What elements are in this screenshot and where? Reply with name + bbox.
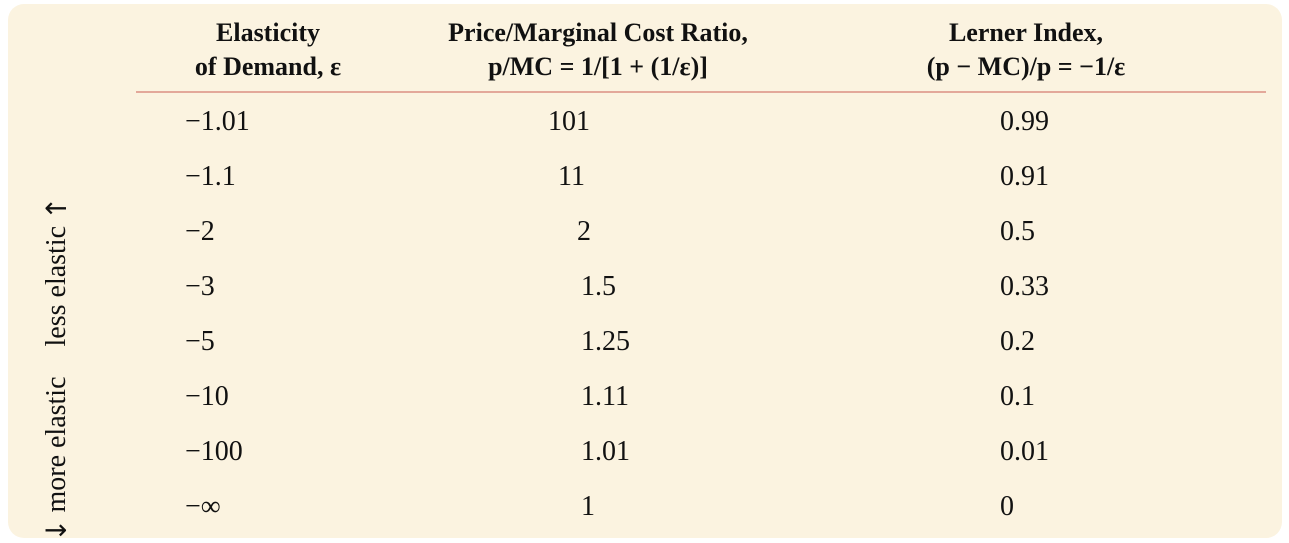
header-divider: [136, 91, 1266, 93]
table-row: −5 1.25 0.2: [0, 314, 1289, 369]
price-mc-ratio-value: 11: [558, 161, 585, 192]
header-lerner-index: Lerner Index, (p − MC)/p = −1/ε: [856, 16, 1196, 84]
table-row: −1.1 11 0.91: [0, 149, 1289, 204]
price-mc-ratio-value: 1: [581, 491, 595, 522]
header-elasticity: Elasticity of Demand, ε: [148, 16, 388, 84]
lerner-index-value: 0.99: [1000, 106, 1049, 137]
price-mc-ratio-value: 2: [577, 216, 591, 247]
header-price-mc-ratio: Price/Marginal Cost Ratio, p/MC = 1/[1 +…: [418, 16, 778, 84]
header-ratio-line-1: Price/Marginal Cost Ratio,: [448, 18, 748, 47]
elasticity-value: −5: [185, 326, 215, 357]
table-row: −10 1.11 0.1: [0, 369, 1289, 424]
table-row: −3 1.5 0.33: [0, 259, 1289, 314]
elasticity-value: −1.1: [185, 161, 236, 192]
table-row: −∞ 1 0: [0, 479, 1289, 534]
elasticity-value: −2: [185, 216, 215, 247]
lerner-index-value: 0.01: [1000, 436, 1049, 467]
price-mc-ratio-value: 1.25: [581, 326, 630, 357]
elasticity-value: −∞: [185, 491, 221, 522]
elasticity-value: −10: [185, 381, 229, 412]
elasticity-value: −100: [185, 436, 243, 467]
price-mc-ratio-value: 1.5: [581, 271, 616, 302]
header-lerner-line-1: Lerner Index,: [948, 18, 1104, 47]
price-mc-ratio-value: 101: [548, 106, 590, 137]
table-row: −2 2 0.5: [0, 204, 1289, 259]
table-row: −1.01 101 0.99: [0, 94, 1289, 149]
header-elasticity-line-1: Elasticity: [216, 18, 320, 47]
header-elasticity-line-2: of Demand, ε: [194, 52, 342, 81]
lerner-index-value: 0: [1000, 491, 1014, 522]
header-lerner-line-2: (p − MC)/p = −1/ε: [926, 52, 1126, 81]
lerner-index-value: 0.1: [1000, 381, 1035, 412]
lerner-index-value: 0.5: [1000, 216, 1035, 247]
table-row: −100 1.01 0.01: [0, 424, 1289, 479]
table-body: −1.01 101 0.99 −1.1 11 0.91 −2 2 0.5 −3 1.5 0.33 −5 1…: [0, 94, 1289, 534]
lerner-index-value: 0.33: [1000, 271, 1049, 302]
elasticity-value: −3: [185, 271, 215, 302]
price-mc-ratio-value: 1.01: [581, 436, 630, 467]
lerner-index-value: 0.2: [1000, 326, 1035, 357]
header-ratio-line-2: p/MC = 1/[1 + (1/ε)]: [488, 52, 708, 81]
elasticity-value: −1.01: [185, 106, 250, 137]
price-mc-ratio-value: 1.11: [581, 381, 629, 412]
table-panel: Elasticity of Demand, ε Price/Marginal C…: [8, 4, 1282, 538]
lerner-index-value: 0.91: [1000, 161, 1049, 192]
